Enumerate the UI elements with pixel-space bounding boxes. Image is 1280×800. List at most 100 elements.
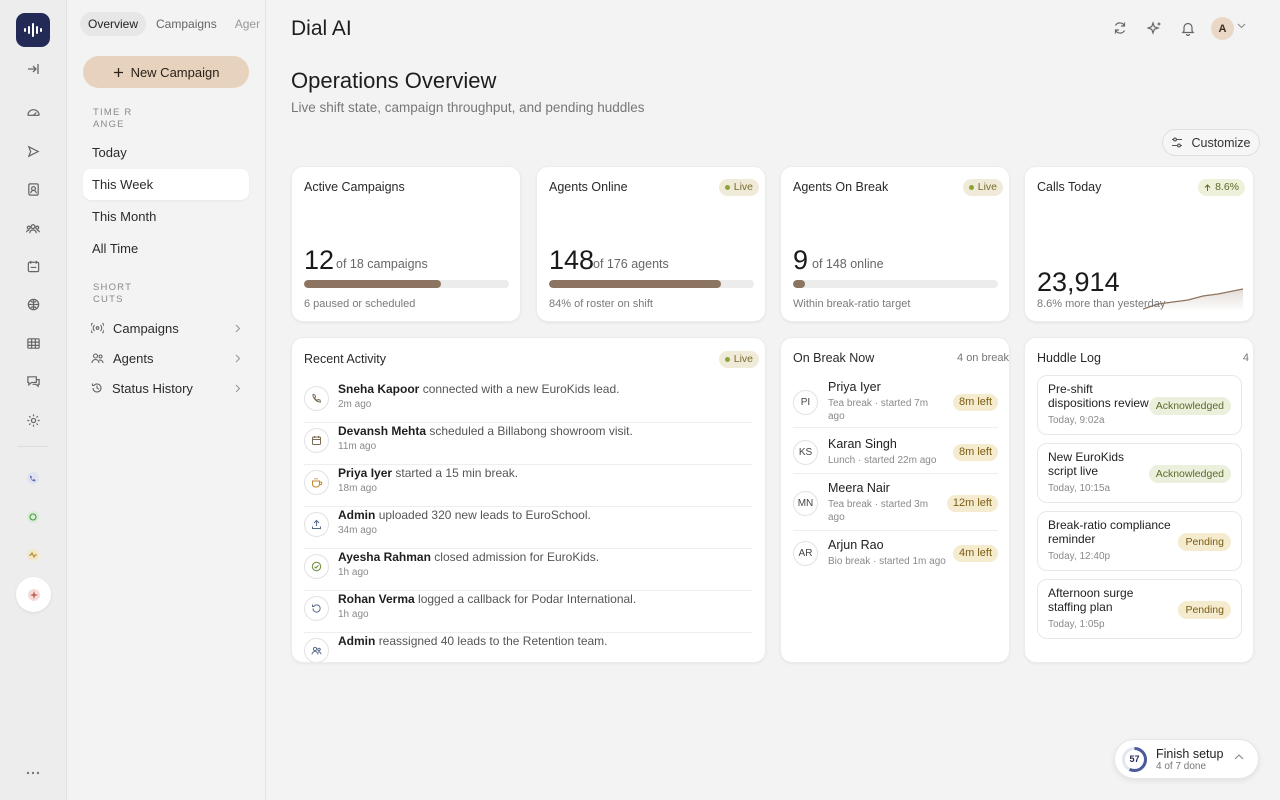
finish-setup-sub: 4 of 7 done bbox=[1156, 761, 1207, 772]
kpi-card-active-campaigns: Active Campaigns 12 of 18 campaigns 6 pa… bbox=[291, 166, 521, 322]
icon-rail bbox=[0, 0, 67, 800]
messages-icon[interactable] bbox=[21, 369, 45, 393]
shortcut-agents[interactable]: Agents bbox=[91, 346, 241, 370]
logo[interactable] bbox=[16, 13, 50, 47]
live-dot-icon bbox=[724, 357, 730, 362]
activity-row[interactable]: Ayesha Rahman closed admission for EuroK… bbox=[304, 549, 752, 591]
calendar-icon bbox=[304, 428, 329, 453]
sparkle-orb-icon bbox=[27, 588, 40, 601]
kpi-value: 9 bbox=[793, 245, 809, 275]
live-badge: Live bbox=[962, 179, 1003, 196]
tab-agents[interactable]: Agents bbox=[234, 17, 260, 31]
chevron-down-icon[interactable] bbox=[1237, 23, 1246, 29]
tab-overview[interactable]: Overview bbox=[80, 12, 147, 36]
kpi-card-agents-on-break: Agents On Break Live 9 of 148 online Wit… bbox=[780, 166, 1010, 322]
break-row[interactable]: AR Arjun Rao Bio break · started 1m ago … bbox=[793, 538, 998, 575]
activity-row[interactable]: Admin uploaded 320 new leads to EuroScho… bbox=[304, 507, 752, 549]
more-options-icon[interactable] bbox=[21, 761, 45, 785]
calendar-icon[interactable] bbox=[21, 254, 45, 278]
activity-row[interactable]: Devansh Mehta scheduled a Billabong show… bbox=[304, 423, 752, 465]
activity-time: 11m ago bbox=[338, 441, 377, 452]
users-icon bbox=[304, 638, 329, 662]
shortcut-label: Status History bbox=[112, 380, 193, 396]
whatsapp-icon[interactable] bbox=[21, 505, 45, 529]
shortcut-campaigns[interactable]: Campaigns bbox=[91, 316, 241, 340]
activity-actor: Sneha Kapoor bbox=[338, 382, 420, 396]
activity-row[interactable]: Admin reassigned 40 leads to the Retenti… bbox=[304, 633, 752, 662]
break-name: Meera Nair bbox=[828, 481, 890, 495]
kpi-value: 12 bbox=[304, 245, 335, 275]
break-detail: Tea break · started 7m ago bbox=[828, 398, 929, 422]
new-campaign-button[interactable]: New Campaign bbox=[83, 56, 249, 88]
kpi-card-agents-online: Agents Online Live 148 of 176 agents 84%… bbox=[536, 166, 766, 322]
refresh-icon[interactable] bbox=[1109, 17, 1131, 39]
kpi-of: of 18 campaigns bbox=[336, 257, 428, 271]
range-all-time[interactable]: All Time bbox=[92, 241, 139, 256]
campaigns-icon[interactable] bbox=[21, 139, 45, 163]
new-campaign-label: New Campaign bbox=[130, 64, 220, 80]
break-detail: Bio break · started 1m ago bbox=[828, 556, 946, 567]
avatar: MN bbox=[793, 491, 818, 516]
dashboard-icon[interactable] bbox=[21, 100, 45, 124]
finish-setup-widget[interactable]: 57 Finish setup 4 of 7 done bbox=[1114, 739, 1259, 779]
huddle-time: Today, 9:02a bbox=[1048, 415, 1105, 426]
kpi-value: 23,914 bbox=[1037, 267, 1120, 297]
status-badge: Pending bbox=[1178, 601, 1231, 619]
ai-assistant-button[interactable] bbox=[16, 577, 51, 612]
activity-text: Rohan Verma logged a callback for Podar … bbox=[338, 592, 636, 606]
activity-text: Devansh Mehta scheduled a Billabong show… bbox=[338, 424, 633, 438]
progress-ring bbox=[1122, 747, 1147, 772]
range-this-week[interactable]: This Week bbox=[83, 169, 249, 200]
break-name: Karan Singh bbox=[828, 437, 897, 451]
activity-text: Priya Iyer started a 15 min break. bbox=[338, 466, 518, 480]
activity-time: 1h ago bbox=[338, 567, 369, 578]
bell-icon[interactable] bbox=[1177, 17, 1199, 39]
break-row[interactable]: MN Meera Nair Tea break · started 3m ago… bbox=[793, 481, 998, 531]
phone-integration-icon[interactable] bbox=[21, 466, 45, 490]
coffee-icon bbox=[304, 470, 329, 495]
activity-row[interactable]: Rohan Verma logged a callback for Podar … bbox=[304, 591, 752, 633]
time-left-pill: 8m left bbox=[952, 444, 998, 461]
sparkles-icon[interactable] bbox=[1143, 17, 1165, 39]
chevron-right-icon bbox=[235, 354, 241, 362]
range-this-month[interactable]: This Month bbox=[92, 209, 157, 224]
expand-sidebar-icon[interactable] bbox=[21, 57, 45, 81]
activity-row[interactable]: Priya Iyer started a 15 min break. 18m a… bbox=[304, 465, 752, 507]
table-icon[interactable] bbox=[21, 331, 45, 355]
plus-icon bbox=[113, 67, 123, 77]
contacts-icon[interactable] bbox=[21, 177, 45, 201]
activity-time: 1h ago bbox=[338, 609, 369, 620]
shortcut-label: Campaigns bbox=[113, 320, 179, 336]
rail-divider bbox=[18, 446, 48, 447]
activity-action: uploaded 320 new leads to EuroSchool. bbox=[378, 508, 591, 522]
break-row[interactable]: PI Priya Iyer Tea break · started 7m ago… bbox=[793, 380, 998, 428]
progress-fill bbox=[549, 280, 722, 288]
activity-row[interactable]: Sneha Kapoor connected with a new EuroKi… bbox=[304, 381, 752, 423]
time-left-pill: 12m left bbox=[946, 495, 998, 512]
progress-bar bbox=[549, 280, 754, 288]
avatar[interactable]: A bbox=[1211, 17, 1234, 40]
live-dot-icon bbox=[724, 185, 730, 190]
tab-campaigns[interactable]: Campaigns bbox=[156, 17, 217, 31]
huddle-time: Today, 1:05p bbox=[1048, 619, 1105, 630]
break-name: Priya Iyer bbox=[828, 380, 881, 394]
view-tabs: Overview Campaigns Agents bbox=[80, 12, 260, 36]
huddle-item[interactable]: Afternoon surge staffing plan Today, 1:0… bbox=[1037, 579, 1242, 639]
activity-pulse-icon[interactable] bbox=[21, 543, 45, 567]
range-today[interactable]: Today bbox=[92, 145, 127, 160]
agents-icon[interactable] bbox=[21, 216, 45, 240]
activity-actor: Admin bbox=[338, 508, 376, 522]
activity-actor: Ayesha Rahman bbox=[338, 550, 431, 564]
ai-brain-icon[interactable] bbox=[21, 292, 45, 316]
shortcut-status-history[interactable]: Status History bbox=[91, 376, 241, 400]
huddle-item[interactable]: Break-ratio compliance reminder Today, 1… bbox=[1037, 511, 1242, 571]
settings-gear-icon[interactable] bbox=[21, 408, 45, 432]
customize-button[interactable]: Customize bbox=[1162, 129, 1260, 156]
badge-label: Live bbox=[733, 353, 753, 365]
huddle-item[interactable]: Pre-shift dispositions review Today, 9:0… bbox=[1037, 375, 1242, 435]
huddle-item[interactable]: New EuroKids script live Today, 10:15a A… bbox=[1037, 443, 1242, 503]
activity-text: Admin uploaded 320 new leads to EuroScho… bbox=[338, 508, 591, 522]
break-row[interactable]: KS Karan Singh Lunch · started 22m ago 8… bbox=[793, 437, 998, 474]
on-break-card: On Break Now 4 on break PI Priya Iyer Te… bbox=[780, 337, 1010, 663]
progress-bar bbox=[793, 280, 998, 288]
